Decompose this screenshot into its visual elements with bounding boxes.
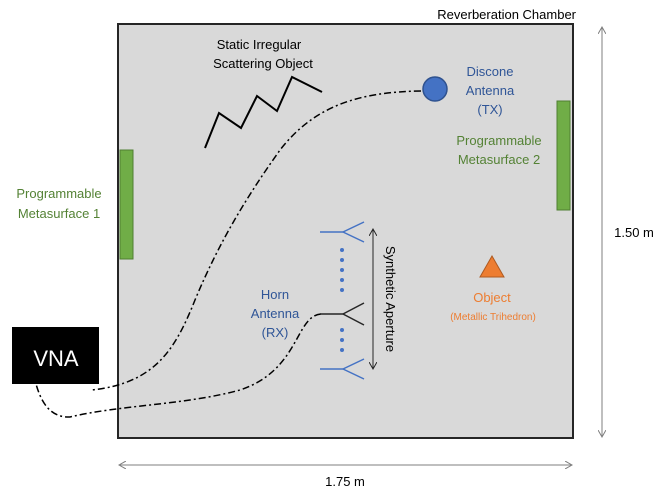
- trihedron-object-icon: [479, 254, 505, 278]
- horn-label-line2: Antenna: [251, 306, 300, 321]
- horn-antenna-icon: [320, 302, 365, 326]
- scattering-object: [204, 75, 323, 149]
- rx-cable: [35, 313, 322, 418]
- horn-position-bottom-icon: [320, 358, 365, 380]
- discone-antenna-icon: [422, 76, 448, 102]
- object-sublabel: (Metallic Trihedron): [450, 312, 536, 323]
- vna-box: [12, 327, 99, 384]
- width-dimension-label: 1.75 m: [325, 474, 365, 489]
- tx-cable: [91, 90, 422, 391]
- scatterer-label-line1: Static Irregular: [217, 37, 302, 52]
- metasurface-1: [119, 149, 134, 260]
- metasurface2-label-line1: Programmable: [456, 133, 541, 148]
- chamber-label: Reverberation Chamber: [437, 7, 576, 22]
- horn-label-line3: (RX): [262, 325, 289, 340]
- metasurface1-label-line2: Metasurface 1: [18, 206, 100, 221]
- discone-label-line3: (TX): [477, 102, 502, 117]
- metasurface-2: [556, 100, 571, 211]
- scatterer-label-line2: Scattering Object: [213, 56, 313, 71]
- horn-label-line1: Horn: [261, 287, 289, 302]
- aperture-dots: [340, 248, 344, 352]
- discone-label-line1: Discone: [467, 64, 514, 79]
- horn-position-top-icon: [320, 221, 365, 243]
- aperture-label: Synthetic Aperture: [383, 246, 398, 352]
- metasurface1-label-line1: Programmable: [16, 186, 101, 201]
- vna-label: VNA: [33, 346, 79, 371]
- object-label: Object: [473, 290, 511, 305]
- metasurface2-label-line2: Metasurface 2: [458, 152, 540, 167]
- discone-label-line2: Antenna: [466, 83, 515, 98]
- height-dimension-label: 1.50 m: [614, 225, 654, 240]
